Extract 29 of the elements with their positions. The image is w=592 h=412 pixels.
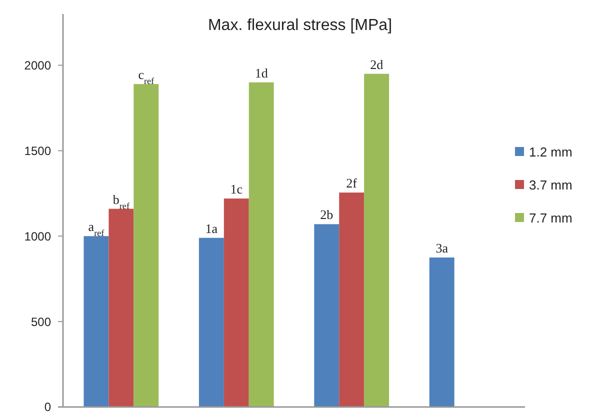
bar (224, 198, 249, 407)
bar (339, 192, 364, 407)
annotation: a$_{ref}$ (88, 219, 106, 238)
y-tick-label: 500 (30, 314, 52, 329)
bar (198, 238, 224, 407)
bar (134, 84, 159, 407)
bar (84, 236, 109, 407)
bar (314, 224, 340, 407)
annotation: 2f (346, 176, 358, 191)
bar (429, 257, 454, 407)
y-tick-label: 2000 (24, 58, 52, 72)
annotation: 3a (436, 240, 448, 256)
legend-label: 3.7 mm (529, 178, 572, 193)
chart-title: Max. flexural stress [MPa] (208, 17, 392, 34)
annotation: c$_{ref}$ (138, 67, 156, 86)
bar (108, 208, 134, 407)
annotation: 2d (370, 56, 384, 72)
annotation: 2b (320, 207, 334, 222)
annotation: b$_{ref}$ (112, 192, 130, 211)
legend-label: 7.7 mm (529, 210, 572, 226)
annotation: 1d (254, 65, 268, 80)
bar (248, 82, 274, 407)
annotation: 1c (230, 182, 243, 197)
y-tick-label: 0 (44, 400, 52, 412)
annotation: 1a (205, 220, 218, 236)
legend-label: 1.2 mm (529, 144, 572, 160)
y-tick-label: 1000 (24, 229, 52, 244)
bar (364, 74, 390, 407)
y-tick-label: 1500 (24, 144, 52, 158)
